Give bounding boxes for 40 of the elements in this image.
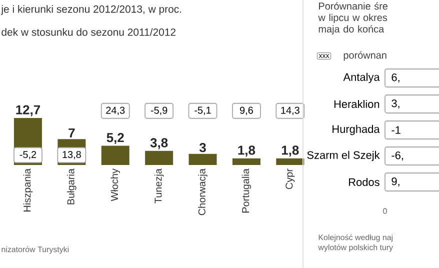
text: 9, [392, 177, 400, 187]
category-label: Heraklion [334, 100, 380, 108]
annotation: 14,3 [281, 106, 300, 115]
x-tick-label: Chorwacja [198, 168, 208, 216]
data-label: 7 [68, 128, 75, 138]
x-tick-label: Hiszpania [23, 168, 33, 212]
data-label: 3,8 [150, 138, 168, 150]
text: 6, [392, 73, 400, 83]
data-label: 1,8 [238, 146, 256, 157]
annotation: -5,9 [150, 106, 168, 115]
text: Porównanie śre w lipcu w okres maja do końca [318, 2, 388, 35]
x-tick-label: Cypr [286, 168, 295, 190]
annotation: -5,2 [20, 151, 36, 160]
bar [145, 150, 174, 165]
x-tick-label: Tunezja [154, 168, 164, 204]
category-label: Szarm el Szejk [307, 150, 380, 162]
x-tick-label: Włochy [110, 168, 120, 202]
x-tick-label: Portugalia [242, 168, 252, 213]
bar [101, 146, 130, 165]
data-label: 5,2 [106, 132, 124, 144]
text: -6, [392, 151, 404, 161]
annotation: -5,1 [194, 106, 211, 115]
annotation: 13,8 [62, 151, 81, 160]
chart-subtitle: dek w stosunku do sezonu 2011/2012 [2, 28, 176, 36]
category-label: Hurghada [332, 124, 380, 136]
category-label: Antalya [343, 72, 380, 84]
category-label: Rodos [349, 178, 380, 186]
data-label: 12,7 [16, 105, 40, 116]
x-tick-label: Bułgaria [67, 168, 76, 204]
data-label: 3 [199, 142, 206, 152]
text: -1 [392, 126, 400, 134]
chart-title: je i kierunki sezonu 2012/2013, w proc. [0, 5, 182, 15]
data-label: 1,8 [282, 146, 299, 157]
legend-title: porównan [344, 51, 386, 61]
text: 3, [392, 99, 400, 109]
bar [232, 158, 260, 165]
annotation: 24,3 [106, 106, 125, 115]
annotation: 9,6 [240, 106, 253, 115]
bar [188, 154, 217, 165]
bar [276, 158, 304, 165]
